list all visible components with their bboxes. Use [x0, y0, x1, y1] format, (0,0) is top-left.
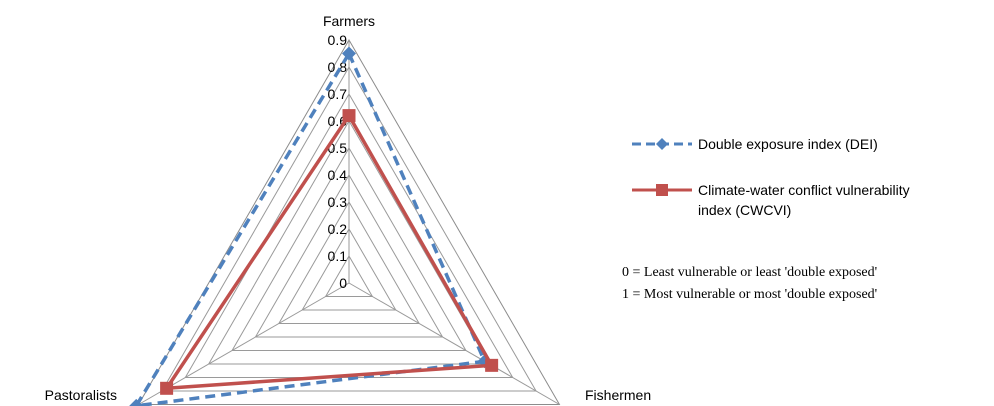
legend: Double exposure index (DEI) Climate-wate… [632, 136, 910, 218]
series-line-dei [134, 49, 488, 406]
radial-tick-label: 0.3 [328, 194, 348, 210]
data-point-cwcvi-pastoralists [160, 381, 174, 395]
category-label-fishermen: Fishermen [585, 387, 651, 403]
grid-ring [231, 146, 467, 351]
legend-label-dei: Double exposure index (DEI) [698, 136, 878, 152]
radial-tick-label: 0.7 [328, 86, 348, 102]
category-labels: Farmers Fishermen Pastoralists [45, 13, 652, 403]
legend-label-cwcvi-line2: index (CWCVI) [698, 202, 791, 218]
category-label-farmers: Farmers [323, 13, 375, 29]
radial-tick-label: 0 [339, 275, 347, 291]
category-label-pastoralists: Pastoralists [45, 387, 117, 403]
legend-label-cwcvi-line1: Climate-water conflict vulnerability [698, 182, 910, 198]
grid-ring [137, 38, 561, 405]
radial-tick-label: 0.1 [328, 248, 348, 264]
series-line-cwcvi [163, 112, 495, 391]
legend-item-cwcvi: Climate-water conflict vulnerability ind… [632, 182, 910, 218]
grid-ring [207, 119, 491, 365]
data-point-dei-pastoralists [129, 398, 144, 406]
legend-item-dei: Double exposure index (DEI) [632, 136, 878, 152]
data-point-dei-farmers [342, 46, 356, 61]
radial-tick-label: 0.2 [328, 221, 348, 237]
legend-marker-cwcvi [656, 184, 668, 196]
grid-spoke [348, 282, 560, 405]
grid-ring [324, 255, 374, 297]
grid-ring [161, 65, 537, 392]
radial-tick-label: 0.9 [328, 32, 348, 48]
radial-tick-labels: 00.10.20.30.40.50.60.70.80.9 [328, 32, 348, 291]
radial-tick-label: 0.8 [328, 59, 348, 75]
scale-notes: 0 = Least vulnerable or least 'double ex… [622, 265, 877, 302]
grid-ring [277, 201, 421, 324]
grid-ring [301, 228, 397, 311]
data-point-cwcvi-farmers [342, 109, 356, 123]
note-most-vulnerable: 1 = Most vulnerable or most 'double expo… [622, 287, 877, 302]
grid-ring [254, 173, 444, 338]
radial-tick-label: 0.4 [328, 167, 348, 183]
data-point-cwcvi-fishermen [485, 358, 499, 372]
grid-spoke [138, 282, 350, 405]
note-least-vulnerable: 0 = Least vulnerable or least 'double ex… [622, 265, 877, 280]
legend-marker-dei [656, 138, 668, 150]
radar-spokes [138, 40, 560, 405]
series-layer [129, 46, 499, 406]
radial-tick-label: 0.5 [328, 140, 348, 156]
